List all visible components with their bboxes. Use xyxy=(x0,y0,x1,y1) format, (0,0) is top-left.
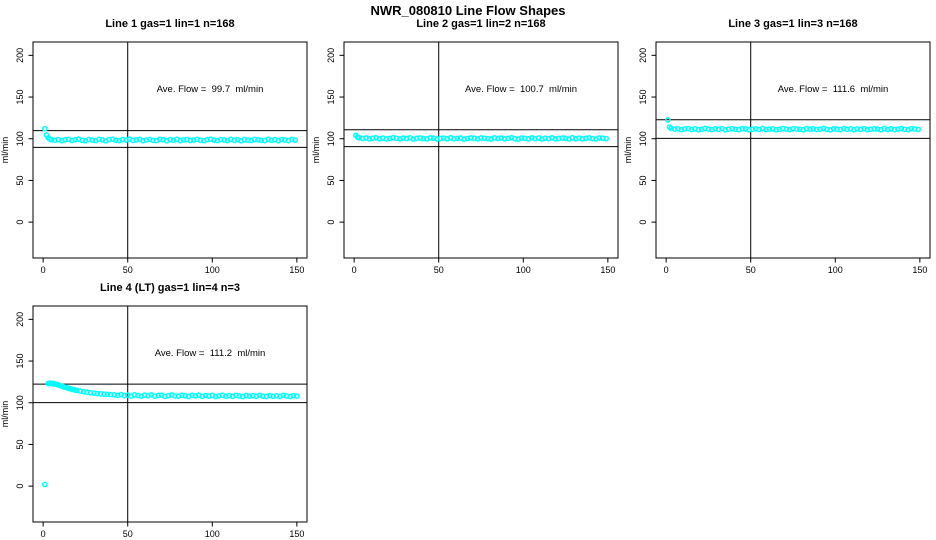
svg-text:50: 50 xyxy=(15,439,25,449)
panel-line-1: Line 1 gas=1 lin=1 n=168 ml/min Ave. Flo… xyxy=(0,18,312,280)
svg-text:100: 100 xyxy=(516,265,531,275)
svg-text:0: 0 xyxy=(41,265,46,275)
svg-text:150: 150 xyxy=(289,265,304,275)
avg-flow-annotation: Ave. Flow = 111.6 ml/min xyxy=(777,84,889,95)
svg-text:0: 0 xyxy=(41,529,46,539)
svg-text:150: 150 xyxy=(638,90,648,105)
svg-text:0: 0 xyxy=(352,265,357,275)
panel-line-3: Line 3 gas=1 lin=3 n=168 ml/min Ave. Flo… xyxy=(623,18,935,280)
panel-line-2: Line 2 gas=1 lin=2 n=168 ml/min Ave. Flo… xyxy=(311,18,623,280)
svg-text:50: 50 xyxy=(746,265,756,275)
svg-text:200: 200 xyxy=(638,48,648,63)
plot-area: 0 50 100 150 0 50 100 150 200 xyxy=(15,305,308,539)
svg-text:200: 200 xyxy=(15,312,25,327)
plot-area: 0 50 100 150 0 50 100 150 200 xyxy=(638,41,931,275)
panel-line-4: Line 4 (LT) gas=1 lin=4 n=3 ml/min Ave. … xyxy=(0,282,312,540)
svg-text:200: 200 xyxy=(15,48,25,63)
svg-text:100: 100 xyxy=(326,131,336,146)
svg-text:150: 150 xyxy=(600,265,615,275)
svg-text:50: 50 xyxy=(15,175,25,185)
svg-text:150: 150 xyxy=(15,354,25,369)
svg-text:100: 100 xyxy=(205,529,220,539)
svg-text:100: 100 xyxy=(15,395,25,410)
svg-text:150: 150 xyxy=(326,90,336,105)
avg-flow-annotation: Ave. Flow = 100.7 ml/min xyxy=(464,84,578,95)
plot-area: 0 50 100 150 0 50 100 150 200 xyxy=(326,41,619,275)
svg-text:150: 150 xyxy=(289,529,304,539)
svg-text:100: 100 xyxy=(205,265,220,275)
svg-text:150: 150 xyxy=(912,265,927,275)
panel-title: Line 3 gas=1 lin=3 n=168 xyxy=(728,18,858,30)
avg-flow-annotation: Ave. Flow = 99.7 ml/min xyxy=(156,84,264,95)
panel-title: Line 1 gas=1 lin=1 n=168 xyxy=(105,18,235,30)
svg-text:0: 0 xyxy=(664,265,669,275)
svg-text:0: 0 xyxy=(15,484,25,489)
plot-area: 0 50 100 150 0 50 100 150 200 xyxy=(15,41,308,275)
svg-text:100: 100 xyxy=(828,265,843,275)
panel-title: Line 2 gas=1 lin=2 n=168 xyxy=(416,18,546,30)
svg-text:0: 0 xyxy=(326,220,336,225)
svg-text:0: 0 xyxy=(15,220,25,225)
svg-text:200: 200 xyxy=(326,48,336,63)
svg-text:150: 150 xyxy=(15,90,25,105)
svg-text:100: 100 xyxy=(15,131,25,146)
panel-title: Line 4 (LT) gas=1 lin=4 n=3 xyxy=(99,282,241,294)
figure-title: NWR_080810 Line Flow Shapes xyxy=(370,3,566,18)
svg-text:100: 100 xyxy=(638,131,648,146)
svg-text:50: 50 xyxy=(123,529,133,539)
svg-text:0: 0 xyxy=(638,220,648,225)
svg-text:50: 50 xyxy=(434,265,444,275)
svg-text:50: 50 xyxy=(326,175,336,185)
svg-text:50: 50 xyxy=(638,175,648,185)
svg-text:50: 50 xyxy=(123,265,133,275)
avg-flow-annotation: Ave. Flow = 111.2 ml/min xyxy=(154,348,266,359)
